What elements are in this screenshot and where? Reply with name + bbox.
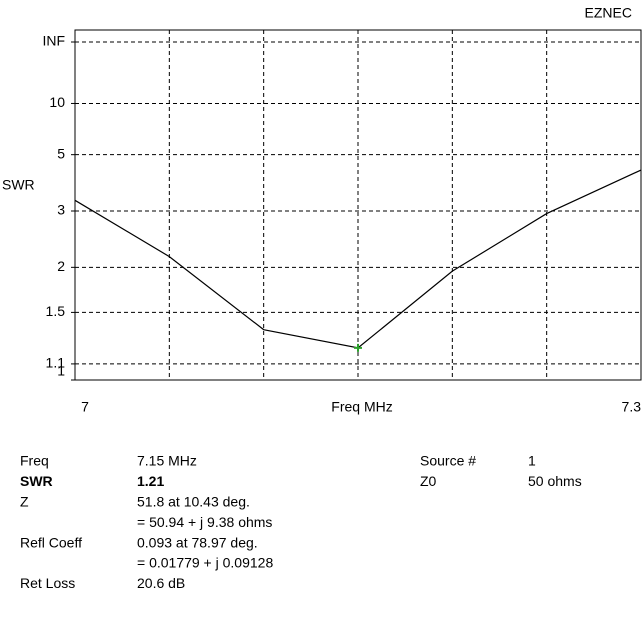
readout-value: 7.15 MHz	[137, 453, 197, 469]
readout-label: Refl Coeff	[20, 534, 82, 550]
y-tick-label: 5	[57, 145, 65, 161]
y-tick-label: 1.1	[46, 355, 66, 371]
y-axis-label: SWR	[2, 177, 35, 193]
readout-value: 1	[528, 453, 536, 469]
y-tick-label: 3	[57, 202, 65, 218]
readout-value: = 50.94 + j 9.38 ohms	[137, 514, 272, 530]
readout-value: 20.6 dB	[137, 575, 185, 591]
readout-label: Source #	[420, 453, 476, 469]
readout-value: 1.21	[137, 473, 164, 489]
swr-line	[74, 169, 642, 349]
readout-label: Z0	[420, 473, 437, 489]
readout-value: 51.8 at 10.43 deg.	[137, 494, 250, 510]
readout-value: = 0.01779 + j 0.09128	[137, 555, 273, 571]
y-tick-label: 1	[57, 363, 65, 379]
y-tick-label: 1.5	[46, 303, 66, 319]
readout-value: 50 ohms	[528, 473, 582, 489]
x-axis-label: Freq MHz	[331, 399, 392, 415]
y-tick-label: INF	[42, 33, 65, 49]
y-tick-label: 2	[57, 258, 65, 274]
x-tick-label: 7	[81, 399, 89, 415]
freq-marker	[354, 343, 362, 352]
x-tick-label: 7.3	[622, 399, 642, 415]
app-name: EZNEC	[585, 5, 632, 21]
readout-value: 0.093 at 78.97 deg.	[137, 534, 258, 550]
readout-label: Ret Loss	[20, 575, 75, 591]
y-tick-label: 10	[49, 94, 65, 110]
readout-label: Z	[20, 494, 29, 510]
readout-label: Freq	[20, 453, 49, 469]
readout-label: SWR	[20, 473, 53, 489]
